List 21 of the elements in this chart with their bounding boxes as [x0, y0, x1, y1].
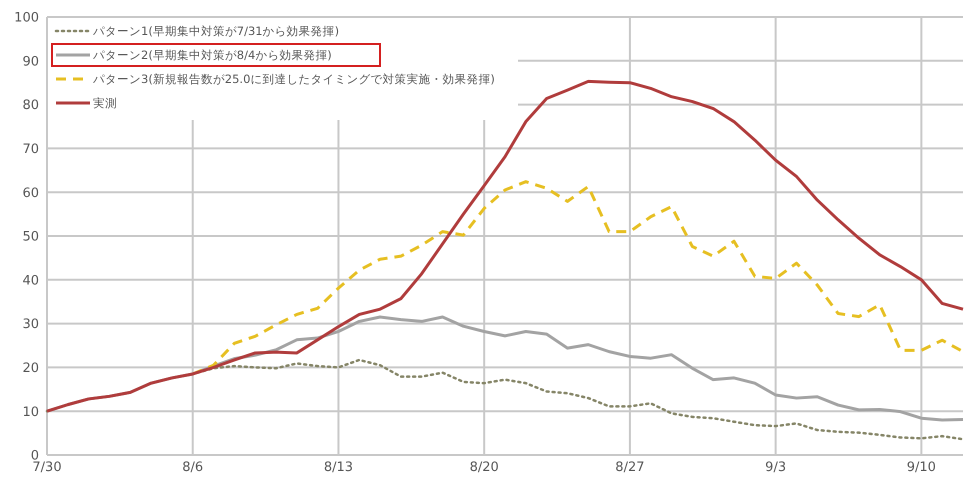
- x-tick-label: 7/30: [32, 460, 62, 475]
- x-tick-label: 8/20: [470, 460, 499, 475]
- legend-label: パターン1(早期集中対策が7/31から効果発揮): [92, 24, 340, 38]
- y-tick-label: 90: [22, 54, 39, 70]
- x-tick-label: 9/3: [765, 460, 786, 475]
- y-tick-label: 60: [22, 186, 39, 201]
- y-tick-label: 80: [22, 98, 39, 114]
- y-tick-label: 100: [14, 10, 39, 26]
- x-tick-label: 8/27: [615, 460, 645, 475]
- y-tick-label: 10: [22, 404, 39, 420]
- x-tick-label: 8/13: [324, 460, 354, 475]
- y-tick-label: 20: [22, 360, 39, 376]
- legend-label: パターン2(早期集中対策が8/4から効果発揮): [92, 48, 332, 62]
- x-tick-label: 9/10: [906, 460, 936, 475]
- legend-label: 実測: [93, 96, 117, 110]
- y-tick-label: 30: [22, 317, 39, 332]
- y-tick-label: 50: [22, 230, 39, 245]
- x-tick-label: 8/6: [182, 460, 204, 475]
- y-tick-label: 70: [22, 142, 39, 157]
- legend-label: パターン3(新規報告数が25.0に到達したタイミングで対策実施・効果発揮): [92, 72, 495, 86]
- y-tick-label: 40: [22, 273, 39, 288]
